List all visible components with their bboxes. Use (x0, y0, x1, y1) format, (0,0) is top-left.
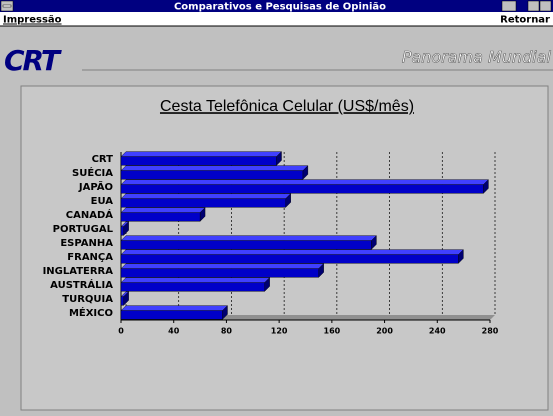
bar (120, 226, 124, 236)
banner: Panorama Mundial (402, 48, 552, 67)
y-tick-label: EUA (91, 196, 114, 207)
y-tick-label: JAPÃO (78, 180, 113, 193)
bar-top (120, 305, 228, 311)
x-tick-label: 80 (221, 327, 233, 336)
bar-top (120, 277, 271, 283)
y-tick-label: FRANÇA (67, 252, 113, 263)
y-tick-label: INGLATERRA (43, 266, 114, 277)
minimize-button[interactable] (527, 0, 540, 12)
bar (120, 156, 277, 166)
x-tick-label: 160 (324, 327, 341, 336)
y-tick-label: TURQUIA (62, 294, 113, 305)
bar (120, 254, 459, 264)
bar (120, 170, 304, 180)
y-tick-label: AUSTRÁLIA (50, 278, 113, 291)
x-tick-label: 200 (376, 327, 393, 336)
bar-top (120, 207, 206, 213)
logo: CRT (4, 44, 62, 77)
y-tick-label: CANADÁ (66, 208, 113, 221)
bar-top (120, 165, 309, 171)
bar-top (120, 235, 377, 241)
bar (120, 212, 201, 222)
x-tick-label: 0 (118, 327, 124, 336)
x-tick-label: 240 (429, 327, 446, 336)
window-title: Comparativos e Pesquisas de Opinião (174, 2, 386, 13)
bar (120, 198, 286, 208)
bar-top (120, 249, 464, 255)
bar-top (120, 151, 282, 157)
menu-print[interactable]: Impressão (3, 15, 62, 26)
title-bar (0, 0, 553, 12)
y-tick-label: MÉXICO (69, 306, 113, 319)
bar (120, 240, 372, 250)
x-tick-label: 40 (168, 327, 180, 336)
maximize-button[interactable] (539, 0, 552, 12)
bar (120, 282, 265, 292)
bar-top (120, 263, 325, 269)
bar (120, 268, 319, 278)
chart-title: Cesta Telefônica Celular (US$/mês) (160, 98, 414, 115)
y-tick-label: SUÉCIA (72, 166, 113, 179)
bar-top (120, 179, 489, 185)
menu-return[interactable]: Retornar (500, 15, 550, 26)
x-tick-label: 280 (482, 327, 499, 336)
y-tick-label: ESPANHA (60, 238, 113, 249)
x-tick-label: 120 (271, 327, 288, 336)
bar-top (120, 193, 292, 199)
app-icon-button[interactable] (501, 0, 517, 12)
menu-bar (0, 12, 553, 26)
bar (120, 310, 223, 320)
y-tick-label: PORTUGAL (53, 224, 114, 235)
y-tick-label: CRT (92, 154, 114, 165)
bar (120, 184, 484, 194)
bar (120, 296, 124, 306)
system-menu-icon (2, 4, 12, 8)
